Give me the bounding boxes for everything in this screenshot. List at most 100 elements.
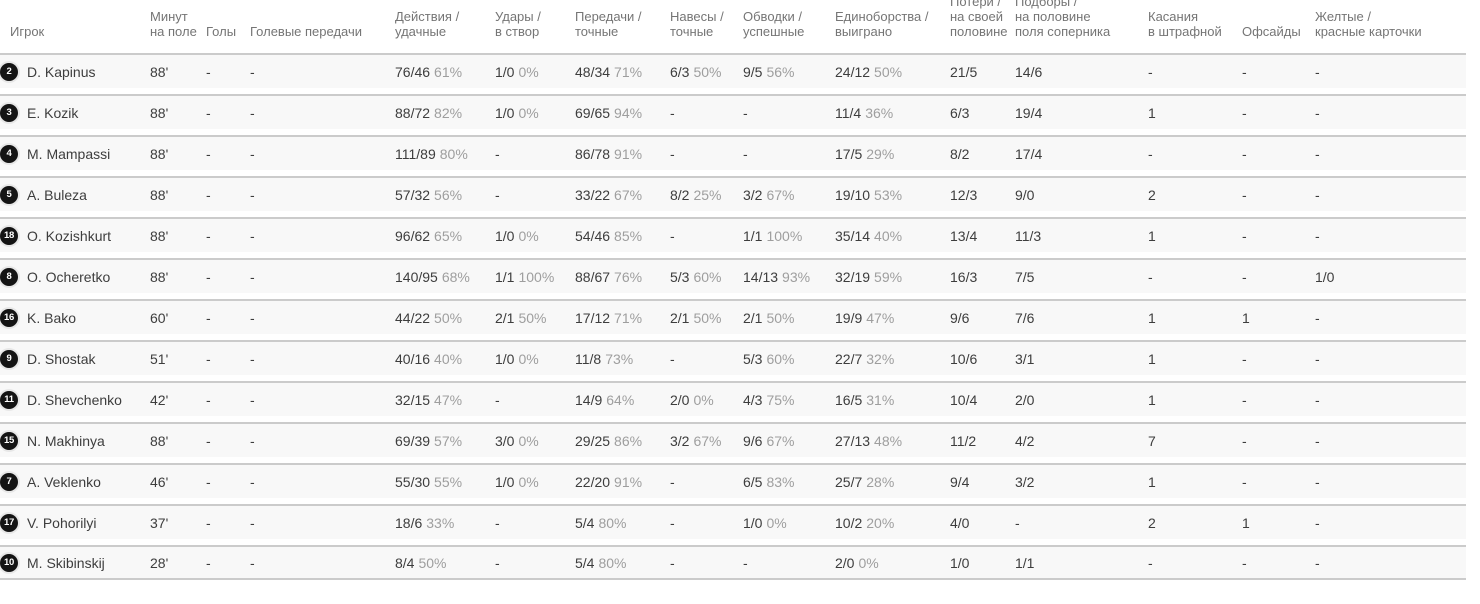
cell-touches: 1 xyxy=(1148,340,1242,375)
cell-dribbles: 1/0 0% xyxy=(743,504,835,539)
header-row: Игрок Минут на поле Голы Голевые передач… xyxy=(0,0,1466,47)
table-row[interactable]: 2 D. Kapinus 88' - - 76/46 61% 1/0 0% 48/3… xyxy=(0,53,1466,88)
table-row[interactable]: 4 M. Mampassi 88' - - 111/89 80% - 86/78 9… xyxy=(0,135,1466,170)
stat-value: 35/14 xyxy=(835,227,871,244)
cell-offsides: - xyxy=(1242,258,1315,293)
cell-shots: - xyxy=(495,176,575,211)
table-row[interactable]: 11 D. Shevchenko 42' - - 32/15 47% - 14/9… xyxy=(0,381,1466,416)
cell-passes: 69/65 94% xyxy=(575,94,670,129)
stat-percent: 86% xyxy=(614,432,643,449)
table-row[interactable]: 5 A. Buleza 88' - - 57/32 56% - 33/22 67% … xyxy=(0,176,1466,211)
cell-recoveries: 17/4 xyxy=(1015,135,1148,170)
cell-offsides: - xyxy=(1242,217,1315,252)
stat-value: 88/67 xyxy=(575,268,611,285)
stat-value: - xyxy=(206,391,211,408)
stat-percent: 100% xyxy=(518,268,555,285)
cell-cards: - xyxy=(1315,176,1466,211)
stat-value: - xyxy=(1242,145,1247,162)
cell-shots: 1/0 0% xyxy=(495,94,575,129)
cell-touches: - xyxy=(1148,53,1242,88)
player-number-badge: 17 xyxy=(0,513,18,532)
stat-value: 1/0 xyxy=(495,104,515,121)
cell-shots: - xyxy=(495,381,575,416)
table-row[interactable]: 18 O. Kozishkurt 88' - - 96/62 65% 1/0 0% … xyxy=(0,217,1466,252)
cell-recoveries: 3/1 xyxy=(1015,340,1148,375)
stat-value: - xyxy=(1242,432,1247,449)
player-name: D. Kapinus xyxy=(27,63,96,80)
stat-value: - xyxy=(495,186,500,203)
stat-value: 5/4 xyxy=(575,514,595,531)
stat-value: 10/6 xyxy=(950,350,978,367)
stat-percent: 71% xyxy=(614,63,643,80)
stat-value: 2/1 xyxy=(495,309,515,326)
stat-percent: 50% xyxy=(766,309,795,326)
cell-dribbles: 9/5 56% xyxy=(743,53,835,88)
cell-crosses: - xyxy=(670,463,743,498)
stat-value: - xyxy=(743,145,748,162)
stat-value: 13/4 xyxy=(950,227,978,244)
cell-minutes: 28' xyxy=(150,545,206,580)
stat-value: - xyxy=(495,391,500,408)
cell-losses: 16/3 xyxy=(950,258,1015,293)
column-header-passes: Передачи / точные xyxy=(575,9,642,39)
cell-player: 10 M. Skibinskij xyxy=(0,545,150,580)
cell-passes: 86/78 91% xyxy=(575,135,670,170)
stat-value: 3/2 xyxy=(1015,473,1035,490)
stat-value: - xyxy=(1242,350,1247,367)
stat-value: - xyxy=(1315,473,1320,490)
stat-value: 3/1 xyxy=(1015,350,1035,367)
stat-value: - xyxy=(250,145,255,162)
cell-duels: 17/5 29% xyxy=(835,135,950,170)
stat-value: 1 xyxy=(1148,104,1156,121)
stat-value: - xyxy=(1315,350,1320,367)
cell-passes: 54/46 85% xyxy=(575,217,670,252)
cell-offsides: - xyxy=(1242,94,1315,129)
cell-assists: - xyxy=(250,258,395,293)
stat-value: 88' xyxy=(150,227,169,244)
stat-percent: 50% xyxy=(518,309,547,326)
stat-value: - xyxy=(250,514,255,531)
table-row[interactable]: 15 N. Makhinya 88' - - 69/39 57% 3/0 0% 29… xyxy=(0,422,1466,457)
cell-losses: 12/3 xyxy=(950,176,1015,211)
cell-recoveries: 14/6 xyxy=(1015,53,1148,88)
player-number-badge: 9 xyxy=(0,349,18,368)
cell-crosses: 8/2 25% xyxy=(670,176,743,211)
table-row[interactable]: 7 A. Veklenko 46' - - 55/30 55% 1/0 0% 22/… xyxy=(0,463,1466,498)
stat-value: 19/10 xyxy=(835,186,871,203)
cell-actions: 18/6 33% xyxy=(395,504,495,539)
stat-value: - xyxy=(250,473,255,490)
stat-value: 1 xyxy=(1148,473,1156,490)
stat-value: - xyxy=(1242,268,1247,285)
stat-percent: 47% xyxy=(434,391,463,408)
cell-losses: 10/6 xyxy=(950,340,1015,375)
column-header-touches: Касания в штрафной xyxy=(1148,9,1222,39)
player-number-badge: 11 xyxy=(0,390,18,409)
stat-value: 32/15 xyxy=(395,391,431,408)
table-row[interactable]: 8 O. Ocheretko 88' - - 140/95 68% 1/1 100%… xyxy=(0,258,1466,293)
stat-value: 57/32 xyxy=(395,186,431,203)
cell-losses: 13/4 xyxy=(950,217,1015,252)
stat-percent: 50% xyxy=(418,554,447,571)
stat-percent: 80% xyxy=(598,554,627,571)
cell-passes: 88/67 76% xyxy=(575,258,670,293)
cell-minutes: 51' xyxy=(150,340,206,375)
stat-value: - xyxy=(250,391,255,408)
stat-value: - xyxy=(250,309,255,326)
cell-cards: - xyxy=(1315,217,1466,252)
stat-value: 96/62 xyxy=(395,227,431,244)
cell-shots: 2/1 50% xyxy=(495,299,575,334)
cell-duels: 19/9 47% xyxy=(835,299,950,334)
stat-value: 8/2 xyxy=(950,145,970,162)
player-name: D. Shostak xyxy=(27,350,96,367)
stat-value: 7/6 xyxy=(1015,309,1035,326)
stat-value: 2 xyxy=(1148,514,1156,531)
table-row[interactable]: 10 M. Skibinskij 28' - - 8/4 50% - 5/4 80%… xyxy=(0,545,1466,580)
player-name: A. Buleza xyxy=(27,186,87,203)
table-row[interactable]: 9 D. Shostak 51' - - 40/16 40% 1/0 0% 11/8… xyxy=(0,340,1466,375)
table-row[interactable]: 16 K. Bako 60' - - 44/22 50% 2/1 50% 17/12… xyxy=(0,299,1466,334)
table-row[interactable]: 3 E. Kozik 88' - - 88/72 82% 1/0 0% 69/65 9… xyxy=(0,94,1466,129)
table-row[interactable]: 17 V. Pohorilyi 37' - - 18/6 33% - 5/4 80%… xyxy=(0,504,1466,539)
stat-value: 11/3 xyxy=(1015,227,1042,244)
player-number-badge: 16 xyxy=(0,308,18,327)
stat-value: 17/12 xyxy=(575,309,611,326)
